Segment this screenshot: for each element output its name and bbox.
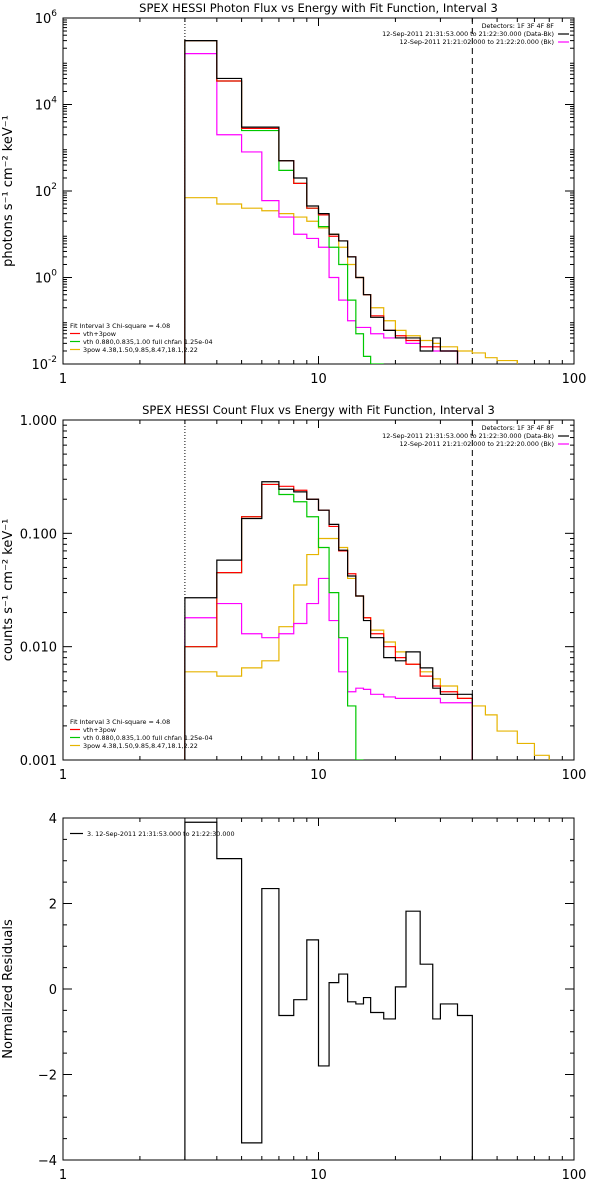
y-tick-label: −4 (38, 1154, 57, 1169)
legend-header-line: 12-Sep-2011 21:31:53.000 to 21:22:30.000… (382, 30, 554, 38)
y-tick-base: 10 (35, 185, 52, 200)
y-tick-base: 10 (35, 99, 52, 114)
x-tick-label: 1 (59, 372, 67, 387)
y-tick-label: 102 (35, 182, 57, 200)
y-tick-label: 0.100 (20, 527, 57, 542)
x-tick-label: 10 (310, 1168, 327, 1183)
series-yellow-line (184, 197, 518, 364)
series-red-line (184, 483, 473, 760)
chart-panel-3: 1 10 100 −4 −2 0 2 4 Normalized Residuals 3. 12-S… (1, 812, 586, 1183)
legend-header-line: Detectors: 1F 3F 4F 8F (482, 424, 555, 432)
y-tick-label: 100 (35, 269, 58, 287)
fit-legend-title: Fit Interval 3 Chi-square = 4.08 (70, 322, 170, 330)
series-magenta-line (184, 53, 459, 364)
y-tick-exponent: 6 (51, 9, 57, 19)
y-axis-label: counts s⁻¹ cm⁻² keV⁻¹ (1, 519, 16, 662)
legend-header-line: 12-Sep-2011 21:21:02.000 to 21:22:20.000… (399, 440, 554, 448)
y-tick-label: 1.000 (20, 414, 57, 429)
x-tick-label: 100 (562, 768, 587, 783)
fit-legend-label: 3pow 4.38,1.50,9.85,8.47,18.1,2.22 (83, 346, 198, 354)
legend-header-line: 12-Sep-2011 21:21:02.000 to 21:22:20.000… (399, 38, 554, 46)
fit-legend-label: vth 0.880,0.835,1.00 full chfan 1.25e-04 (83, 338, 213, 346)
y-tick-label: 0.001 (20, 754, 57, 769)
chart-panel-2: SPEX HESSI Count Flux vs Energy with Fit… (1, 403, 586, 783)
y-tick-base: 10 (31, 358, 48, 373)
x-tick-label: 10 (310, 768, 327, 783)
series-black-line (184, 40, 459, 364)
fit-legend-title: Fit Interval 3 Chi-square = 4.08 (70, 718, 170, 726)
series-residuals-line (184, 821, 473, 1160)
y-axis-label: photons s⁻¹ cm⁻² keV⁻¹ (1, 115, 16, 267)
y-tick-exponent: 4 (51, 96, 57, 106)
fit-legend-label: vth+3pow (83, 726, 116, 734)
y-tick-label: 2 (49, 898, 57, 913)
y-tick-exponent: -2 (48, 355, 57, 365)
series-red-line (184, 40, 459, 364)
series-black-line (184, 481, 473, 760)
y-tick-label: 104 (35, 96, 58, 114)
y-tick-label: −2 (38, 1069, 57, 1084)
y-tick-label: 106 (35, 9, 58, 27)
y-tick-base: 10 (35, 272, 52, 287)
y-tick-base: 10 (35, 12, 52, 27)
x-tick-label: 1 (59, 768, 67, 783)
y-tick-exponent: 2 (51, 182, 57, 192)
fit-legend-label: vth 0.880,0.835,1.00 full chfan 1.25e-04 (83, 734, 213, 742)
y-tick-label: 0 (49, 983, 57, 998)
series-green-line (184, 483, 364, 760)
legend-header-line: Detectors: 1F 3F 4F 8F (482, 22, 555, 30)
x-tick-label: 1 (59, 1168, 67, 1183)
fit-legend-label: 3pow 4.38,1.50,9.85,8.47,18.1,2.22 (83, 742, 198, 750)
y-tick-label: 4 (49, 812, 57, 827)
series-yellow-line (184, 537, 550, 760)
plot-frame (62, 17, 575, 365)
residual-legend-label: 3. 12-Sep-2011 21:31:53.000 to 21:22:30.… (87, 830, 235, 838)
x-tick-label: 10 (310, 372, 327, 387)
chart-panel-1: SPEX HESSI Photon Flux vs Energy with Fi… (1, 1, 586, 387)
chart-title: SPEX HESSI Count Flux vs Energy with Fit… (142, 403, 495, 417)
x-tick-label: 100 (562, 1168, 587, 1183)
chart-title: SPEX HESSI Photon Flux vs Energy with Fi… (139, 1, 498, 15)
series-green-line (184, 40, 384, 364)
x-tick-label: 100 (562, 372, 587, 387)
series-magenta-line (184, 577, 473, 760)
legend-header-line: 12-Sep-2011 21:31:53.000 to 21:22:30.000… (382, 432, 554, 440)
y-tick-exponent: 0 (51, 269, 57, 279)
y-axis-label: Normalized Residuals (1, 919, 16, 1059)
y-tick-label: 0.010 (20, 641, 57, 656)
y-tick-label: 10-2 (31, 355, 57, 373)
fit-legend-label: vth+3pow (83, 330, 116, 338)
